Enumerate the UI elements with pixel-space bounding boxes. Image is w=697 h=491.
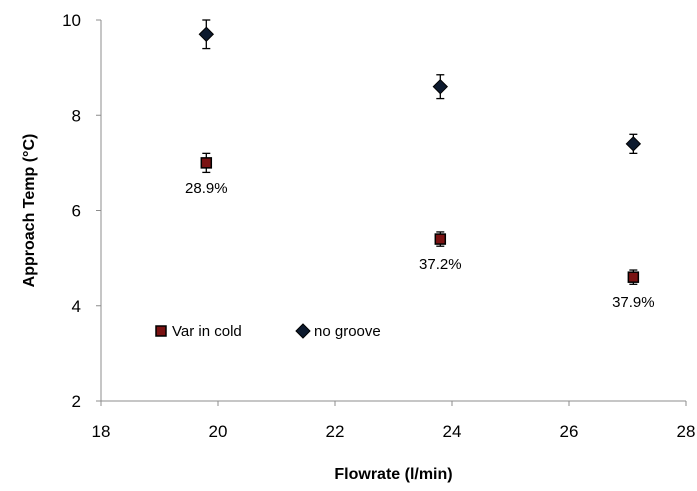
legend-label: Var in cold xyxy=(172,323,242,340)
tick-group xyxy=(96,19,687,406)
y-tick-label: 2 xyxy=(72,392,81,411)
x-tick-label: 20 xyxy=(209,422,228,441)
x-tick-label: 26 xyxy=(560,422,579,441)
x-tick-label: 24 xyxy=(443,422,462,441)
y-tick-label: 8 xyxy=(72,106,81,125)
data-label: 28.9% xyxy=(185,180,228,197)
y-tick-label: 10 xyxy=(62,11,81,30)
point-var-in-cold xyxy=(434,233,447,245)
data-marks xyxy=(198,19,642,285)
point-no-groove xyxy=(432,78,449,95)
legend: Var in cold no groove xyxy=(155,323,381,340)
y-tick-label: 6 xyxy=(72,202,81,221)
x-tick-label: 28 xyxy=(677,422,696,441)
y-tick-label: 4 xyxy=(72,297,81,316)
legend-marker xyxy=(155,325,167,337)
data-label: 37.2% xyxy=(419,256,462,273)
x-tick-label: 18 xyxy=(92,422,111,441)
x-axis-title: Flowrate (l/min) xyxy=(334,466,452,483)
x-tick-label: 22 xyxy=(326,422,345,441)
point-no-groove xyxy=(625,136,642,152)
point-no-groove xyxy=(198,26,215,42)
point-var-in-cold xyxy=(200,157,213,169)
axes xyxy=(100,20,686,402)
legend-marker xyxy=(295,323,311,339)
legend-label: no groove xyxy=(314,323,381,340)
y-axis-title: Approach Temp (°C) xyxy=(21,134,38,288)
annotation-group: 28.9% 37.2% 37.9% xyxy=(185,180,655,311)
data-label: 37.9% xyxy=(612,294,655,311)
point-var-in-cold xyxy=(627,271,640,283)
